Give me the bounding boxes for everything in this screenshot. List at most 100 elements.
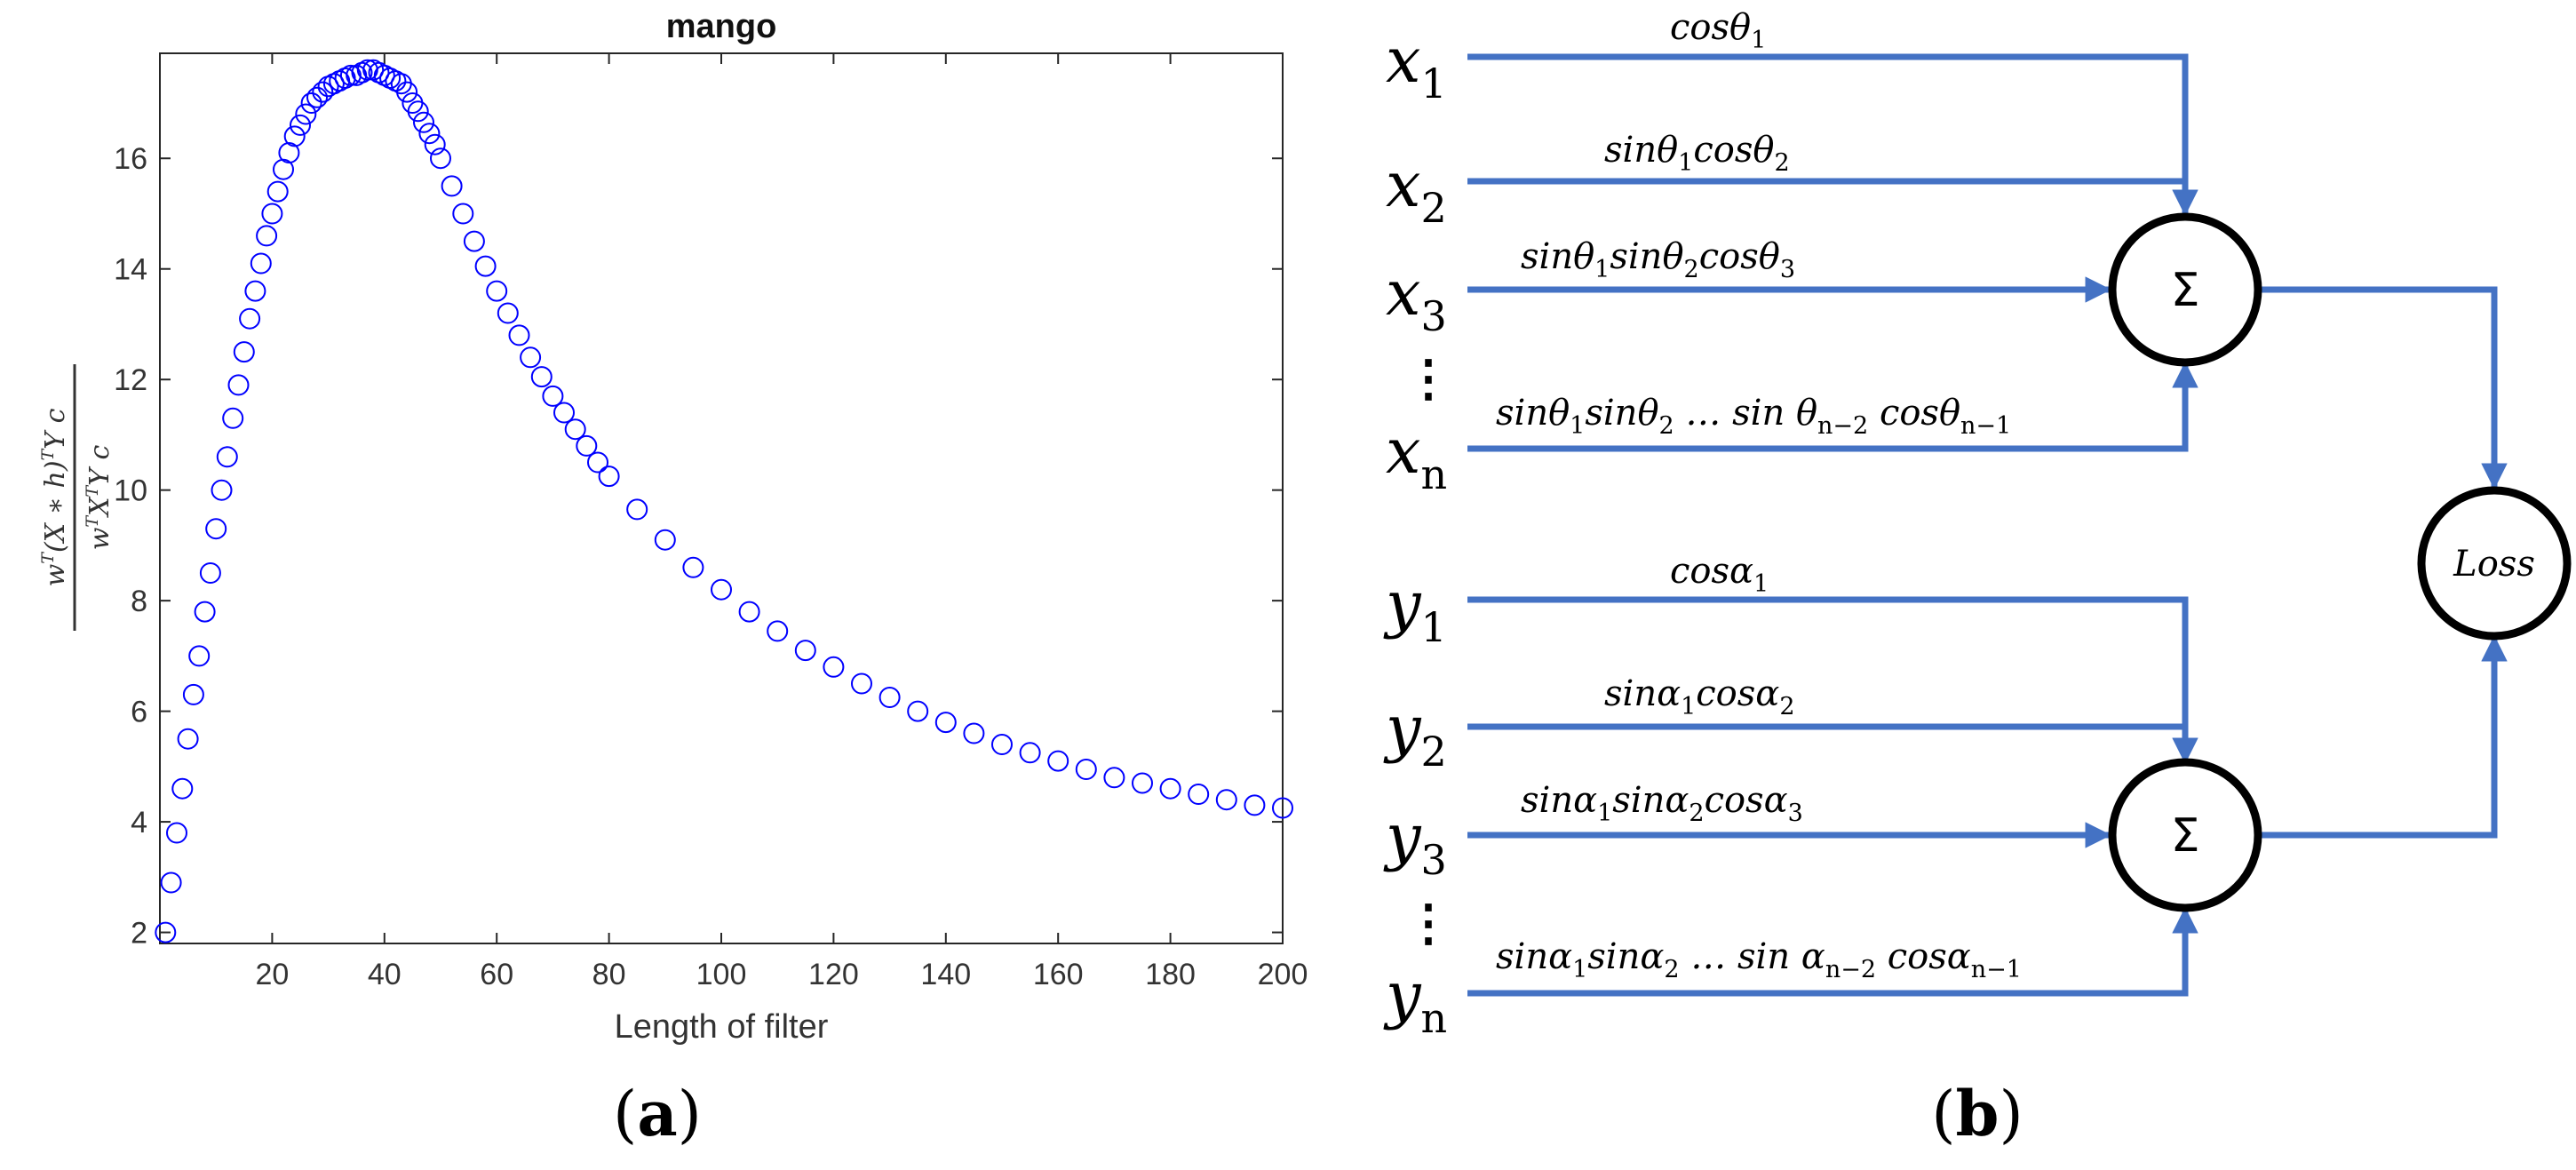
chart-title: mango (666, 8, 777, 45)
x-weight-labels: cosθ1 sinθ1cosθ2 sinθ1sinθ2cosθ3 sinθ1sinθ2… (1496, 7, 2011, 440)
data-point (934, 712, 957, 734)
y-weight-labels: cosα1 sinα1cosα2 sinα1sinα2cosα3 sinα1sinα2… (1496, 551, 2022, 983)
data-point (1188, 784, 1210, 805)
sum-symbol-x: Σ (2171, 264, 2200, 317)
y-weight-4: sinα1sinα2 … sin αn−2 cosαn−1 (1496, 936, 2022, 983)
y-weight-3: sinα1sinα2cosα3 (1521, 780, 1803, 827)
data-point (452, 203, 474, 225)
data-point (430, 147, 451, 170)
y-tick-label: 4 (131, 806, 147, 840)
data-point (250, 252, 272, 275)
data-point (598, 466, 620, 488)
y-input-3: y3 (1383, 800, 1447, 884)
data-point (564, 418, 586, 441)
sum-node-x (2108, 212, 2262, 367)
y-ellipsis: ⋮ (1403, 894, 1453, 952)
x-tick-label: 140 (920, 958, 971, 991)
y-inputs: y1 y2 y3 yn (1383, 568, 1447, 1042)
y-axis-label: wT(X ∗ h)TY c wTXTY c (38, 364, 115, 631)
data-point (654, 529, 676, 551)
data-point (205, 518, 227, 540)
sum-node-y (2108, 758, 2262, 912)
x-weight-3: sinθ1sinθ2cosθ3 (1521, 236, 1795, 283)
data-point (463, 230, 485, 252)
data-point (441, 175, 463, 197)
x-tick-label: 200 (1258, 958, 1308, 991)
x-input-n: xn (1386, 415, 1447, 498)
data-point (177, 728, 199, 750)
data-point (227, 374, 250, 396)
data-point (530, 366, 553, 388)
wire-y1 (1467, 596, 2198, 764)
loss-node (2417, 486, 2572, 641)
wire-sum2-to-loss (2262, 635, 2508, 839)
plot-area (159, 52, 1284, 944)
data-point (508, 324, 530, 346)
data-point (1272, 797, 1293, 819)
data-point (278, 142, 300, 163)
sum-symbol-y: Σ (2171, 809, 2200, 863)
x-inputs: x1 x2 x3 xn (1386, 24, 1447, 498)
data-point (497, 302, 519, 324)
wire-xn (1467, 362, 2198, 452)
data-point (244, 280, 266, 302)
x-weight-4: sinθ1sinθ2 … sin θn−2 cosθn−1 (1496, 393, 2011, 440)
data-point (1215, 789, 1237, 811)
x-tick-label: 120 (808, 958, 859, 991)
x-input-3: x3 (1386, 257, 1447, 340)
data-point (155, 921, 177, 943)
data-point (553, 402, 575, 424)
data-point (520, 346, 542, 369)
data-point (1047, 750, 1069, 772)
data-point (182, 683, 204, 705)
data-point (171, 777, 194, 800)
y-wires (1467, 596, 2508, 997)
data-point (199, 562, 221, 584)
data-point (216, 446, 238, 468)
x-axis: 20 40 60 80 100 120 140 160 180 200 (255, 53, 1308, 991)
x-wires (1467, 53, 2508, 489)
data-point (418, 123, 441, 145)
y-input-2: y2 (1383, 692, 1447, 776)
data-point (823, 656, 845, 678)
data-point (738, 601, 760, 623)
y-tick-label: 12 (114, 363, 147, 397)
data-point (396, 81, 418, 103)
data-point (256, 225, 278, 247)
data-point (587, 451, 608, 474)
data-point (767, 620, 789, 642)
data-point (413, 111, 434, 133)
loss-label: Loss (2453, 544, 2535, 585)
data-point (1019, 742, 1041, 764)
data-point (290, 114, 311, 136)
x-tick-label: 40 (368, 958, 402, 991)
chart-panel-a: mango 20 40 60 80 100 120 140 160 180 200 2 4 6 8 10 1… (38, 8, 1308, 1150)
data-point (166, 822, 187, 844)
x-tick-label: 160 (1033, 958, 1084, 991)
data-point (160, 872, 182, 894)
data-point (682, 556, 704, 578)
data-point (211, 479, 233, 501)
data-point (222, 407, 244, 429)
svg-text:wTXTY c: wTXTY c (83, 445, 115, 551)
data-point (188, 645, 211, 667)
x-tick-label: 80 (592, 958, 626, 991)
wire-yn (1467, 907, 2198, 997)
data-point (295, 103, 317, 125)
data-point (1244, 794, 1266, 816)
data-point (194, 601, 216, 623)
wire-x1 (1467, 53, 2198, 216)
y-tick-label: 2 (131, 917, 147, 951)
data-point (1075, 759, 1097, 780)
data-point (239, 307, 261, 330)
y-tick-label: 8 (131, 585, 147, 618)
x-tick-label: 20 (255, 958, 289, 991)
data-point (851, 673, 872, 695)
wire-sum1-to-loss (2262, 286, 2508, 489)
data-point (283, 125, 306, 147)
y-tick-label: 16 (114, 142, 147, 176)
x-axis-label: Length of filter (615, 1008, 829, 1046)
x-tick-label: 60 (480, 958, 513, 991)
panel-label-a: (a) (613, 1077, 702, 1150)
